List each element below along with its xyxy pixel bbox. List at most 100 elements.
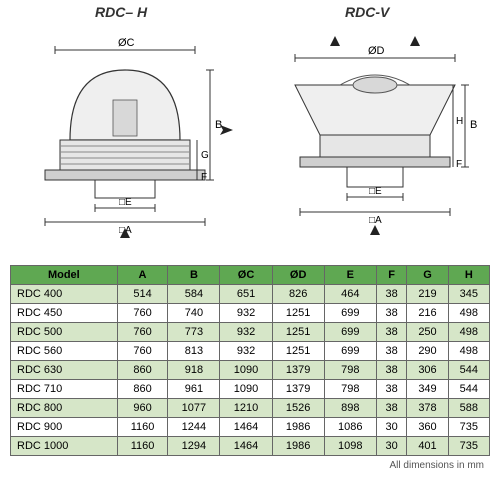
value-cell: 798	[324, 361, 376, 380]
label-B-h: B	[215, 119, 222, 131]
value-cell: 651	[220, 285, 272, 304]
value-cell: 1379	[272, 361, 324, 380]
label-OC: ØC	[118, 37, 135, 49]
value-cell: 219	[407, 285, 448, 304]
value-cell: 1098	[324, 437, 376, 456]
value-cell: 1526	[272, 399, 324, 418]
model-cell: RDC 1000	[11, 437, 118, 456]
value-cell: 1379	[272, 380, 324, 399]
table-row: RDC 500760773932125169938250498	[11, 323, 490, 342]
table-row: RDC 9001160124414641986108630360735	[11, 418, 490, 437]
col-header: F	[376, 266, 406, 285]
value-cell: 735	[448, 418, 489, 437]
value-cell: 1090	[220, 361, 272, 380]
value-cell: 38	[376, 304, 406, 323]
model-cell: RDC 560	[11, 342, 118, 361]
value-cell: 345	[448, 285, 489, 304]
model-cell: RDC 900	[11, 418, 118, 437]
value-cell: 544	[448, 380, 489, 399]
value-cell: 760	[117, 342, 168, 361]
label-E-v: □E	[369, 186, 382, 197]
value-cell: 798	[324, 380, 376, 399]
value-cell: 1086	[324, 418, 376, 437]
value-cell: 401	[407, 437, 448, 456]
col-header: B	[168, 266, 220, 285]
value-cell: 30	[376, 418, 406, 437]
value-cell: 38	[376, 361, 406, 380]
label-E-h: □E	[119, 197, 132, 208]
value-cell: 1077	[168, 399, 220, 418]
value-cell: 699	[324, 342, 376, 361]
value-cell: 898	[324, 399, 376, 418]
table-row: RDC 7108609611090137979838349544	[11, 380, 490, 399]
value-cell: 498	[448, 323, 489, 342]
label-A-v: □A	[369, 215, 382, 226]
value-cell: 464	[324, 285, 376, 304]
value-cell: 38	[376, 380, 406, 399]
table-row: RDC 80096010771210152689838378588	[11, 399, 490, 418]
table-row: RDC 450760740932125169938216498	[11, 304, 490, 323]
value-cell: 960	[117, 399, 168, 418]
value-cell: 544	[448, 361, 489, 380]
value-cell: 826	[272, 285, 324, 304]
value-cell: 584	[168, 285, 220, 304]
title-rdc-h: RDC– H	[95, 4, 147, 20]
value-cell: 588	[448, 399, 489, 418]
value-cell: 1244	[168, 418, 220, 437]
value-cell: 38	[376, 323, 406, 342]
label-F-v: F	[456, 159, 462, 170]
arrow-up-icon	[410, 36, 420, 46]
col-header: H	[448, 266, 489, 285]
value-cell: 813	[168, 342, 220, 361]
diagram-rdc-h: ØC B G F □E □A	[15, 30, 235, 240]
value-cell: 250	[407, 323, 448, 342]
value-cell: 1090	[220, 380, 272, 399]
model-cell: RDC 710	[11, 380, 118, 399]
value-cell: 773	[168, 323, 220, 342]
model-cell: RDC 400	[11, 285, 118, 304]
col-header: Model	[11, 266, 118, 285]
value-cell: 1210	[220, 399, 272, 418]
dimensions-table-wrap: ModelABØCØDEFGH RDC 40051458465182646438…	[10, 265, 490, 471]
value-cell: 290	[407, 342, 448, 361]
value-cell: 216	[407, 304, 448, 323]
value-cell: 498	[448, 342, 489, 361]
value-cell: 38	[376, 342, 406, 361]
value-cell: 1464	[220, 437, 272, 456]
value-cell: 735	[448, 437, 489, 456]
value-cell: 760	[117, 323, 168, 342]
model-cell: RDC 500	[11, 323, 118, 342]
value-cell: 1160	[117, 437, 168, 456]
value-cell: 1251	[272, 323, 324, 342]
value-cell: 860	[117, 380, 168, 399]
value-cell: 918	[168, 361, 220, 380]
value-cell: 961	[168, 380, 220, 399]
value-cell: 38	[376, 399, 406, 418]
table-row: RDC 6308609181090137979838306544	[11, 361, 490, 380]
value-cell: 860	[117, 361, 168, 380]
model-cell: RDC 800	[11, 399, 118, 418]
footnote: All dimensions in mm	[10, 460, 490, 471]
table-row: RDC 560760813932125169938290498	[11, 342, 490, 361]
label-F-h: F	[201, 172, 207, 183]
model-cell: RDC 630	[11, 361, 118, 380]
label-H: H	[456, 116, 463, 127]
value-cell: 932	[220, 323, 272, 342]
value-cell: 498	[448, 304, 489, 323]
label-OD: ØD	[368, 45, 385, 57]
value-cell: 1251	[272, 342, 324, 361]
diagram-rdc-v: ØD B H F □E	[265, 30, 485, 240]
label-B-v: B	[470, 119, 477, 131]
value-cell: 360	[407, 418, 448, 437]
col-header: G	[407, 266, 448, 285]
col-header: ØC	[220, 266, 272, 285]
model-cell: RDC 450	[11, 304, 118, 323]
value-cell: 760	[117, 304, 168, 323]
table-row: RDC 40051458465182646438219345	[11, 285, 490, 304]
value-cell: 699	[324, 323, 376, 342]
value-cell: 306	[407, 361, 448, 380]
col-header: A	[117, 266, 168, 285]
value-cell: 514	[117, 285, 168, 304]
value-cell: 1160	[117, 418, 168, 437]
value-cell: 740	[168, 304, 220, 323]
